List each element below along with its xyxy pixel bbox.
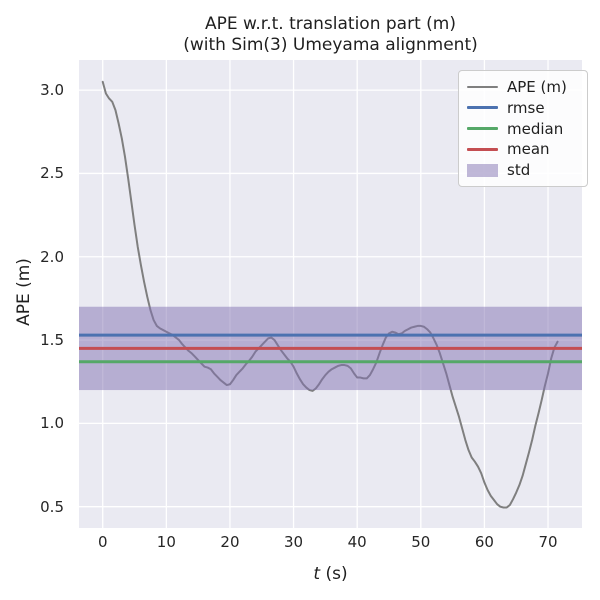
chart-title: APE w.r.t. translation part (m) (with Si… bbox=[79, 14, 582, 56]
legend: APE (m) rmse median mean std bbox=[458, 70, 588, 187]
legend-label-ape: APE (m) bbox=[507, 78, 567, 96]
legend-item-ape: APE (m) bbox=[467, 78, 578, 96]
std-patch-swatch bbox=[467, 163, 498, 177]
mean-line-swatch bbox=[467, 147, 498, 151]
rmse-line-swatch bbox=[467, 106, 498, 110]
legend-label-mean: mean bbox=[507, 140, 550, 159]
legend-item-median: median bbox=[467, 120, 578, 138]
chart-title-line1: APE w.r.t. translation part (m) bbox=[205, 14, 456, 34]
legend-item-mean: mean bbox=[467, 140, 578, 158]
x-axis-label-var: t bbox=[313, 564, 321, 584]
legend-label-median: median bbox=[507, 119, 564, 138]
legend-item-std: std bbox=[467, 161, 578, 179]
ape-line-swatch bbox=[467, 86, 498, 88]
median-line-swatch bbox=[467, 127, 498, 130]
legend-label-rmse: rmse bbox=[507, 98, 545, 117]
chart-title-line2: (with Sim(3) Umeyama alignment) bbox=[183, 35, 478, 55]
x-axis-label-unit: (s) bbox=[320, 564, 348, 584]
legend-item-rmse: rmse bbox=[467, 99, 578, 117]
x-axis-label: t (s) bbox=[79, 564, 582, 584]
legend-label-std: std bbox=[507, 161, 531, 179]
